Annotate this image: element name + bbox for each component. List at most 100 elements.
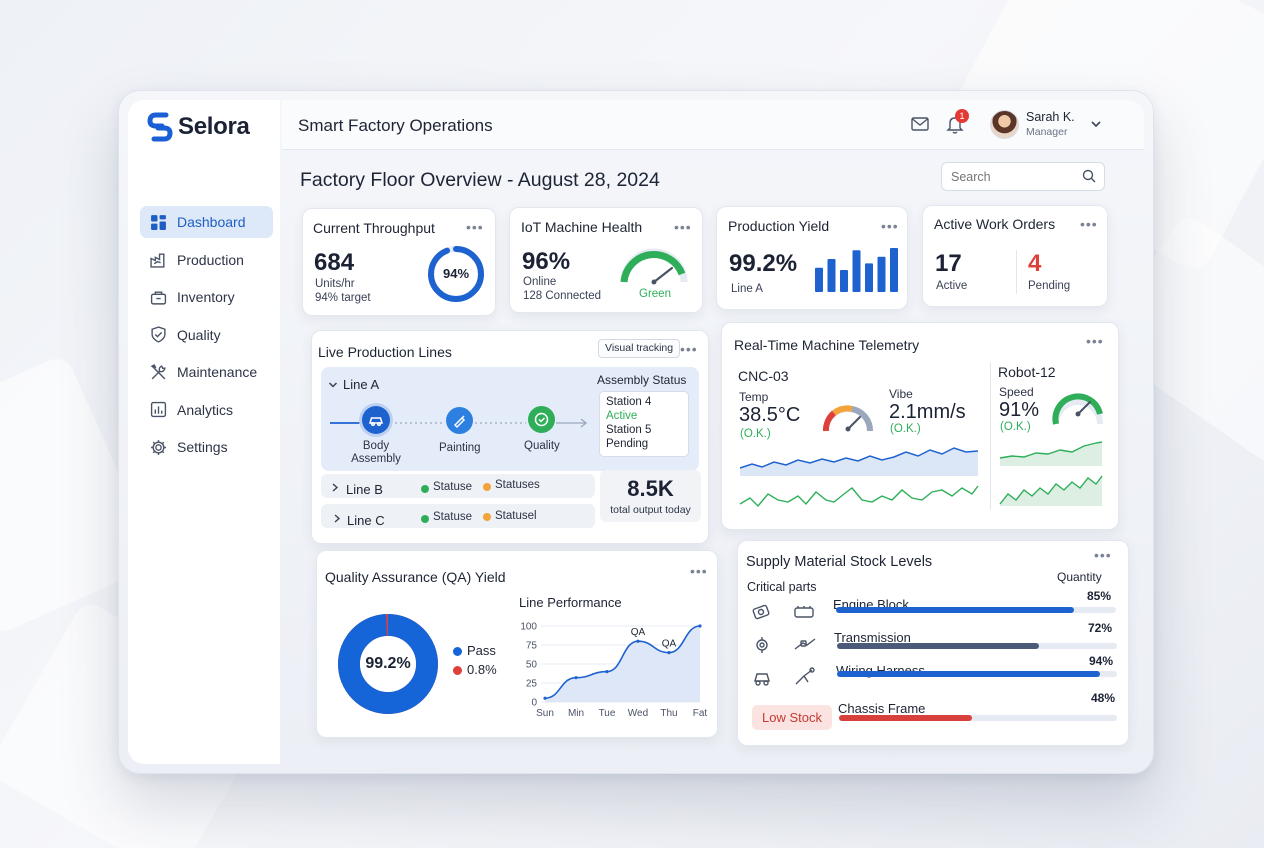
yield-bar [877,256,886,292]
card-title: Current Throughput [313,220,435,236]
step-label: Quality [524,440,560,452]
yield-bar [840,270,848,292]
speed-value: 91% [999,399,1040,421]
status-dot-orange [483,513,491,521]
total-output-label: total output today [610,504,691,516]
speed-status: (O.K.) [1000,421,1031,433]
yield-bar-chart [815,248,898,292]
line-b-row[interactable] [321,474,595,498]
throughput-gauge [428,246,484,302]
yield-value: 99.2% [729,250,798,277]
suspension-part-icon [795,667,815,685]
sidebar-item-dashboard[interactable]: Dashboard [140,206,273,238]
low-stock-badge[interactable]: Low Stock [752,705,832,730]
iot-connected-label: 128 Connected [523,290,602,302]
divider [1016,250,1017,294]
more-options-icon[interactable]: ••• [1086,333,1104,349]
sidebar-item-inventory[interactable]: Inventory [140,281,273,313]
total-output-box [600,470,701,522]
line-c-row[interactable] [321,504,595,528]
search-icon[interactable] [1082,169,1096,183]
page-title: Factory Floor Overview - August 28, 2024 [300,169,660,191]
sidebar-item-production[interactable]: Production [140,244,273,276]
avatar[interactable] [990,110,1019,139]
sidebar-item-settings[interactable]: Settings [140,431,273,463]
mail-icon[interactable] [911,116,929,132]
qa-donut-label: 99.2% [365,655,411,672]
notification-badge: 1 [955,109,969,123]
legend-pass-swatch [453,647,462,656]
production-yield-card [716,206,908,310]
sidebar-item-maintenance[interactable]: Maintenance [140,356,273,388]
card-title: Live Production Lines [318,344,452,360]
selora-logo-icon [147,112,173,142]
station-name: Station 4 [606,396,652,408]
iot-online-label: Online [523,276,557,288]
sidebar-item-label: Inventory [177,289,235,305]
more-options-icon[interactable]: ••• [1094,547,1112,563]
chart-title: Line Performance [519,595,622,610]
body-assembly-step-icon[interactable] [362,406,390,434]
more-options-icon[interactable]: ••• [680,341,698,357]
quantity-label: Quantity [1057,570,1102,584]
data-point [698,624,702,628]
yield-line: Line A [731,283,763,295]
card-title: Production Yield [728,218,830,234]
quality-step-icon[interactable] [528,406,555,433]
visual-tracking-button[interactable]: Visual tracking [598,339,681,358]
status-dot-green [421,515,429,523]
yield-bar [852,250,861,292]
chevron-right-icon[interactable] [331,483,339,492]
chevron-right-icon[interactable] [333,514,341,523]
stock-bar-track [836,607,1116,613]
pending-orders-value: 4 [1028,250,1042,277]
sidebar-item-quality[interactable]: Quality [140,319,273,351]
line-status: Statusel [495,510,537,522]
vibe-label: Vibe [889,387,913,401]
brand-name: Selora [178,113,250,140]
search-input[interactable] [941,162,1105,191]
production-icon [150,253,165,268]
chevron-down-icon[interactable] [328,380,338,390]
speed-label: Speed [999,385,1034,399]
throughput-target: 94% target [315,292,371,304]
more-options-icon[interactable]: ••• [881,218,899,234]
stock-item-name: Chassis Frame [838,701,926,716]
chevron-down-icon[interactable] [1090,118,1102,130]
dashboard-icon [151,214,166,230]
more-options-icon[interactable]: ••• [690,563,708,579]
x-tick-label: Sun [536,708,554,719]
legend-pass-label: Pass [467,643,496,658]
machine-name: Robot-12 [998,364,1056,380]
line-b-label: Line B [346,482,383,497]
painting-step-icon[interactable] [446,407,473,434]
throughput-gauge-label: 94% [442,266,470,281]
maintenance-tools-icon [150,363,166,379]
brand-logo[interactable]: Selora [147,112,250,142]
y-tick-label: 25 [526,679,538,690]
robot-sparklines [999,441,1103,506]
station-name: Station 5 [606,424,652,436]
y-tick-label: 0 [531,698,537,709]
yield-bar [865,263,873,292]
more-options-icon[interactable]: ••• [466,219,484,235]
cnc-sparklines [739,447,979,508]
user-name[interactable]: Sarah K. [1026,110,1075,124]
line-a-label[interactable]: Line A [343,377,380,392]
stock-item-pct: 94% [1089,654,1114,668]
throughput-unit: Units/hr [315,278,355,290]
sidebar-item-analytics[interactable]: Analytics [140,394,273,426]
more-options-icon[interactable]: ••• [1080,216,1098,232]
iot-value: 96% [522,248,571,275]
stock-bar-track [837,671,1117,677]
stock-item-name: Transmission [834,630,911,645]
more-options-icon[interactable]: ••• [674,219,692,235]
yield-bar [890,248,898,292]
temp-label: Temp [739,390,769,404]
x-tick-label: Min [568,708,584,719]
area-fill [545,626,700,702]
total-output-value: 8.5K [627,476,674,501]
wiring-part-icon [794,638,816,650]
stock-bar-fill [837,671,1101,677]
